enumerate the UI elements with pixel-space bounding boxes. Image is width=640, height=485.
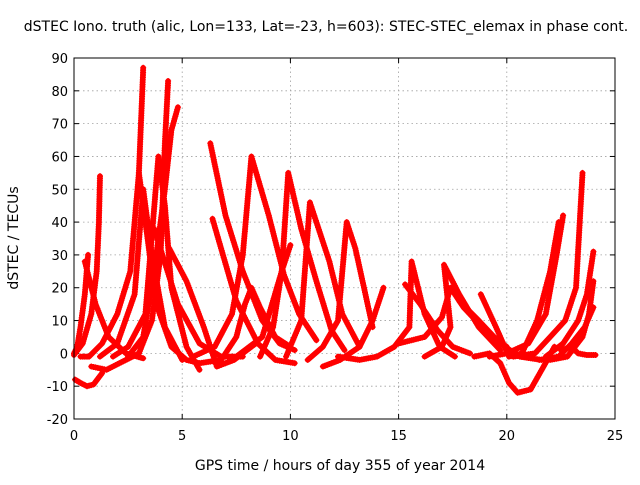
y-tick-label: -10 bbox=[47, 380, 68, 395]
y-tick-label: 0 bbox=[60, 347, 68, 362]
data-point-marker bbox=[140, 64, 147, 71]
series-arc-15 bbox=[190, 153, 320, 360]
data-point-marker bbox=[579, 169, 586, 176]
series-arc-18 bbox=[233, 242, 294, 360]
data-layer bbox=[71, 64, 599, 396]
y-tick-label: 10 bbox=[51, 315, 68, 330]
data-point-marker bbox=[467, 350, 473, 357]
series-arc-4 bbox=[77, 64, 147, 360]
y-tick-label: 20 bbox=[51, 282, 68, 297]
data-point-marker bbox=[174, 104, 181, 111]
x-tick-label: 5 bbox=[178, 429, 186, 444]
chart-title: dSTEC Iono. truth (alic, Lon=133, Lat=-2… bbox=[24, 19, 628, 35]
series-arc-29 bbox=[486, 212, 567, 360]
y-axis-label: dSTEC / TECUs bbox=[6, 186, 22, 289]
data-point-marker bbox=[313, 337, 320, 344]
x-tick-label: 0 bbox=[70, 429, 78, 444]
data-point-marker bbox=[592, 352, 599, 358]
series-arc-25 bbox=[421, 261, 504, 360]
data-point-marker bbox=[97, 173, 103, 180]
x-tick-label: 10 bbox=[282, 429, 299, 444]
y-tick-label: 70 bbox=[51, 118, 68, 133]
data-point-marker bbox=[590, 248, 597, 255]
series-arc-30 bbox=[510, 169, 586, 360]
data-point-marker bbox=[560, 212, 567, 219]
series-arc-19 bbox=[283, 199, 363, 360]
x-tick-label: 15 bbox=[390, 429, 407, 444]
y-tick-label: 50 bbox=[51, 183, 68, 198]
data-point-marker bbox=[165, 78, 172, 84]
data-point-marker bbox=[590, 304, 597, 311]
data-point-marker bbox=[287, 242, 294, 249]
x-tick-label: 25 bbox=[607, 429, 624, 444]
x-axis-label: GPS time / hours of day 355 of year 2014 bbox=[195, 458, 485, 474]
data-point-marker bbox=[291, 347, 298, 354]
data-point-marker bbox=[590, 278, 597, 285]
series-arc-34 bbox=[536, 304, 597, 363]
y-tick-label: 80 bbox=[51, 85, 68, 100]
x-tick-label: 20 bbox=[499, 429, 516, 444]
plot-frame bbox=[73, 57, 616, 420]
tick-layer: -20 -10 0 10 20 30 40 50 60 70 80 90 0 5 10 15 20 25 bbox=[47, 52, 624, 444]
data-point-marker bbox=[341, 347, 348, 354]
y-tick-label: -20 bbox=[47, 413, 68, 428]
data-point-marker bbox=[196, 366, 203, 373]
series-arc-17 bbox=[257, 169, 348, 360]
data-point-marker bbox=[140, 355, 147, 362]
data-point-marker bbox=[85, 251, 92, 258]
series-arc-20 bbox=[304, 219, 376, 363]
series-arc-1 bbox=[72, 370, 106, 390]
data-point-marker bbox=[380, 284, 387, 291]
series-arc-10 bbox=[135, 169, 203, 367]
series-arc-21 bbox=[319, 284, 387, 370]
y-tick-label: 30 bbox=[51, 249, 68, 264]
y-tick-label: 40 bbox=[51, 216, 68, 231]
data-point-marker bbox=[291, 360, 298, 367]
y-tick-label: 60 bbox=[51, 150, 68, 165]
y-tick-label: 90 bbox=[51, 52, 68, 67]
data-point-marker bbox=[451, 353, 458, 360]
